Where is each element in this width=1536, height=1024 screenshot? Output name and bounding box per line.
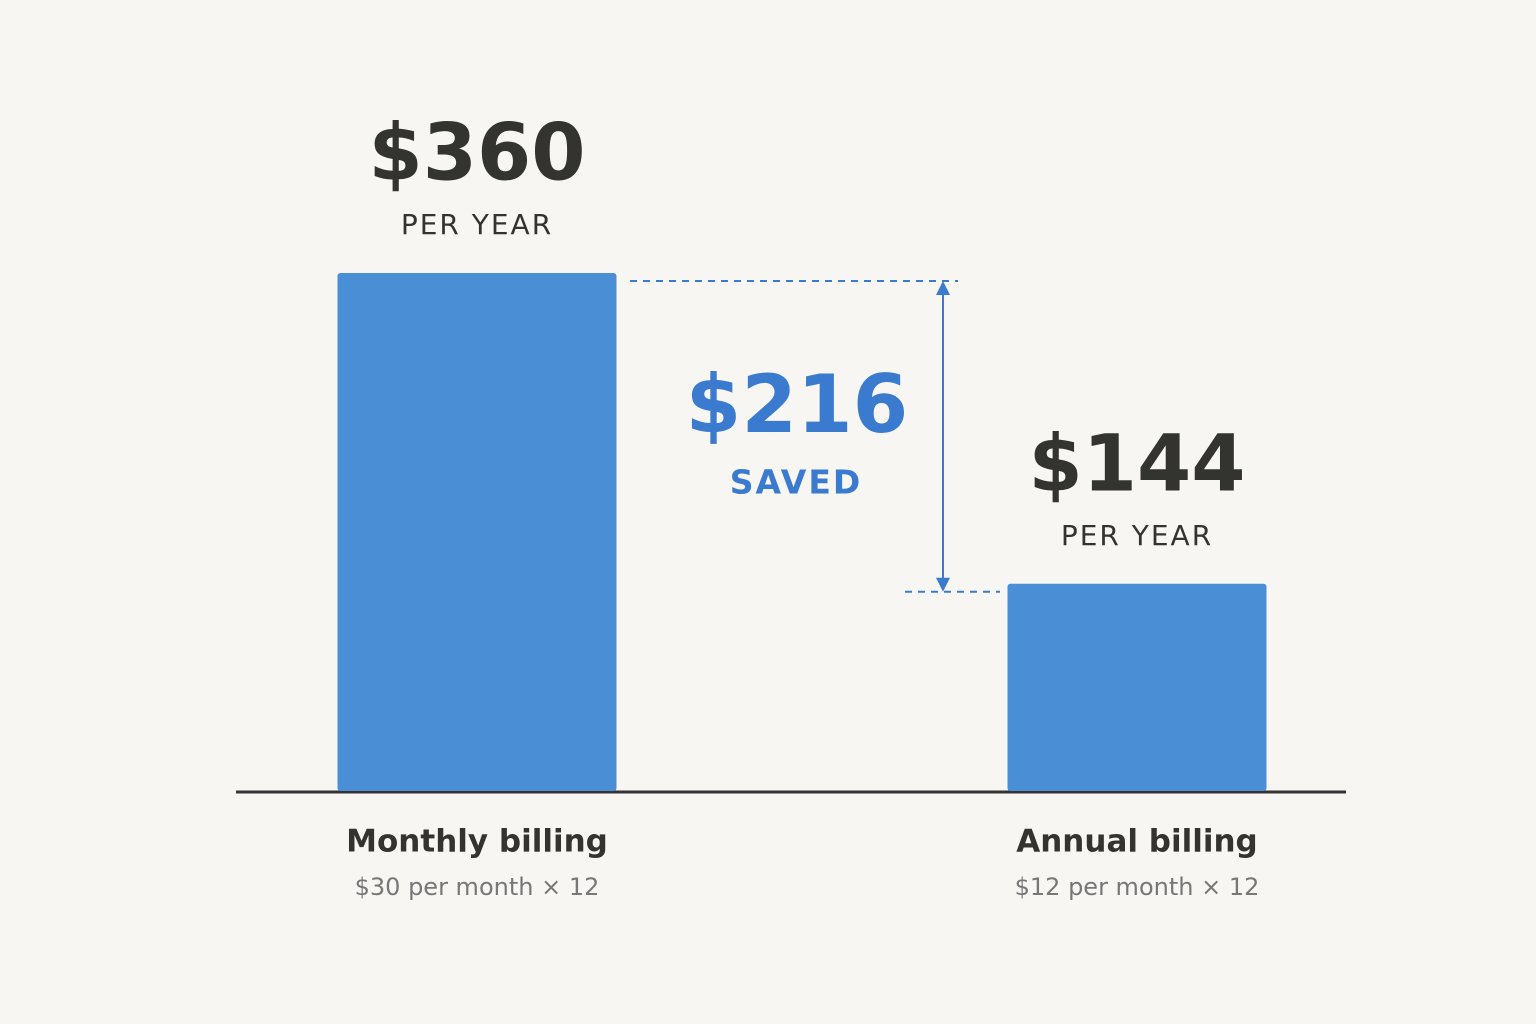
category-sublabel: $30 per month × 12 (355, 873, 600, 901)
savings-caption: SAVED (730, 463, 863, 502)
arrow-head (936, 281, 950, 295)
category-label: Monthly billing (346, 824, 608, 860)
category-sublabel: $12 per month × 12 (1015, 873, 1260, 901)
bar (1007, 583, 1267, 791)
category-label: Annual billing (1016, 824, 1258, 860)
savings-label: $216 (686, 358, 909, 451)
value-sublabel: PER YEAR (1061, 519, 1213, 552)
value-label: $144 (1028, 419, 1245, 509)
value-label: $360 (368, 108, 585, 198)
arrow-head (936, 577, 950, 592)
bar (337, 273, 617, 791)
value-sublabel: PER YEAR (401, 208, 553, 241)
